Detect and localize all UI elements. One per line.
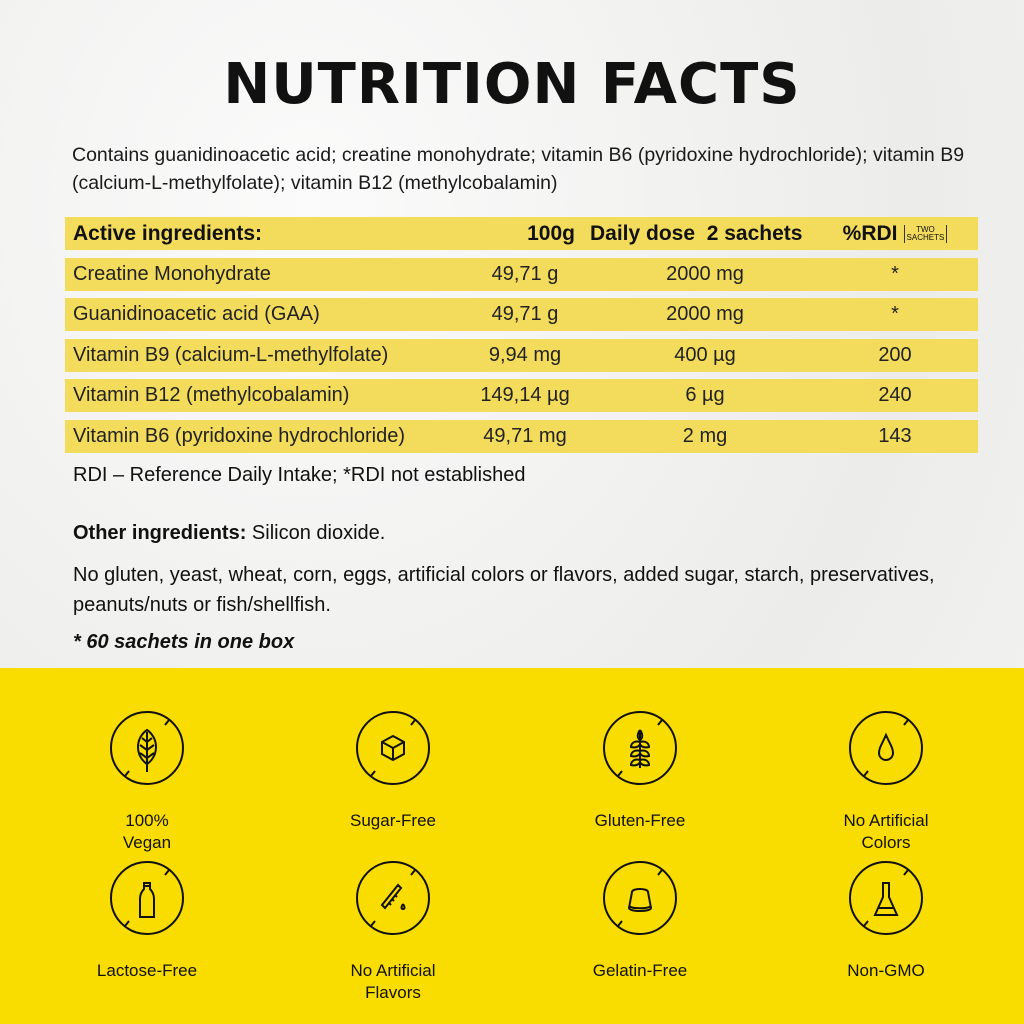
flask-icon [849, 861, 923, 935]
feature-label: No Artificial Flavors [350, 961, 436, 1002]
box-note: * 60 sachets in one box [73, 631, 295, 653]
drop-icon [849, 711, 923, 785]
other-ingredients: Other ingredients: Silicon dioxide. [73, 522, 385, 545]
cell-ingredient: Guanidinoacetic acid (GAA) [73, 303, 320, 325]
feature-label: Gluten-Free [594, 811, 686, 830]
cell-daily: 2 mg [682, 424, 728, 447]
cell-ingredient: Creatine Monohydrate [73, 262, 271, 285]
header-daily: Daily dose 2 sachets [590, 221, 803, 245]
table-row: Vitamin B12 (methylcobalamin) 149,14 µg 6 … [65, 379, 978, 412]
jelly-icon [603, 861, 677, 935]
cell-rdi: 143 [878, 424, 912, 447]
free-from-text: No gluten, yeast, wheat, corn, eggs, art… [73, 564, 935, 616]
feature-badge: Gelatin-Free [540, 858, 740, 982]
cell-per100g: 49,71 g [491, 303, 559, 325]
cell-daily: 400 µg [674, 343, 736, 366]
other-value: Silicon dioxide. [246, 522, 386, 544]
feature-badge: 100% Vegan [47, 708, 247, 854]
feature-badge: No Artificial Flavors [293, 858, 493, 1004]
other-label: Other ingredients: [73, 522, 247, 544]
header-rdi: %RDI TWO SACHETS [820, 222, 970, 246]
feature-badge: No Artificial Colors [786, 708, 986, 854]
cell-ingredient: Vitamin B6 (pyridoxine hydrochloride) [73, 424, 406, 447]
table-header: Active ingredients: 100g Daily dose 2 sa… [65, 217, 978, 250]
nutrition-table: Active ingredients: 100g Daily dose 2 sa… [65, 217, 978, 460]
feature-label: Lactose-Free [96, 961, 198, 980]
cell-rdi: 240 [878, 384, 912, 406]
feature-badge: Gluten-Free [540, 708, 740, 832]
cell-daily: 2000 mg [666, 262, 744, 285]
cell-per100g: 49,71 mg [483, 424, 567, 447]
feature-badge: Lactose-Free [47, 858, 247, 982]
cell-ingredient: Vitamin B12 (methylcobalamin) [73, 384, 350, 406]
table-row: Guanidinoacetic acid (GAA) 49,71 g 2000 mg… [65, 298, 978, 331]
cell-rdi: * [891, 303, 899, 325]
table-row: Vitamin B9 (calcium-L-methylfolate) 9,94 … [65, 338, 978, 372]
test-tube-icon [356, 861, 430, 935]
cell-per100g: 149,14 µg [480, 384, 570, 406]
table-row: Creatine Monohydrate 49,71 g 2000 mg * [65, 257, 978, 291]
bottle-icon [110, 861, 184, 935]
page-title: NUTRITION FACTS [223, 52, 801, 117]
cell-daily: 6 µg [685, 384, 725, 406]
sugar-cube-icon [356, 711, 430, 785]
feature-label: Non-GMO [847, 961, 925, 980]
rdi-label: %RDI [842, 221, 898, 245]
header-100g: 100g [527, 221, 575, 245]
feature-label: No Artificial Colors [843, 811, 929, 852]
description: Contains guanidinoacetic acid; creatine … [72, 144, 965, 194]
feature-badge: Sugar-Free [293, 708, 493, 832]
cell-rdi: * [891, 262, 899, 285]
table-row: Vitamin B6 (pyridoxine hydrochloride) 49,… [65, 419, 978, 453]
feature-label: Sugar-Free [350, 811, 436, 830]
rdi-footnote: RDI – Reference Daily Intake; *RDI not e… [73, 464, 526, 486]
feature-badge: Non-GMO [786, 858, 986, 982]
features-banner [0, 668, 1024, 1024]
cell-per100g: 49,71 g [491, 262, 559, 285]
header-ingredient: Active ingredients: [73, 221, 263, 245]
rdi-sachets-note: TWO SACHETS [903, 224, 948, 243]
cell-ingredient: Vitamin B9 (calcium-L-methylfolate) [73, 343, 389, 366]
feature-label: Gelatin-Free [592, 961, 688, 980]
cell-rdi: 200 [878, 343, 912, 366]
cell-daily: 2000 mg [666, 303, 744, 325]
cell-per100g: 9,94 mg [488, 343, 562, 366]
leaf-icon [110, 711, 184, 785]
wheat-icon [603, 711, 677, 785]
feature-label: 100% Vegan [122, 811, 172, 852]
